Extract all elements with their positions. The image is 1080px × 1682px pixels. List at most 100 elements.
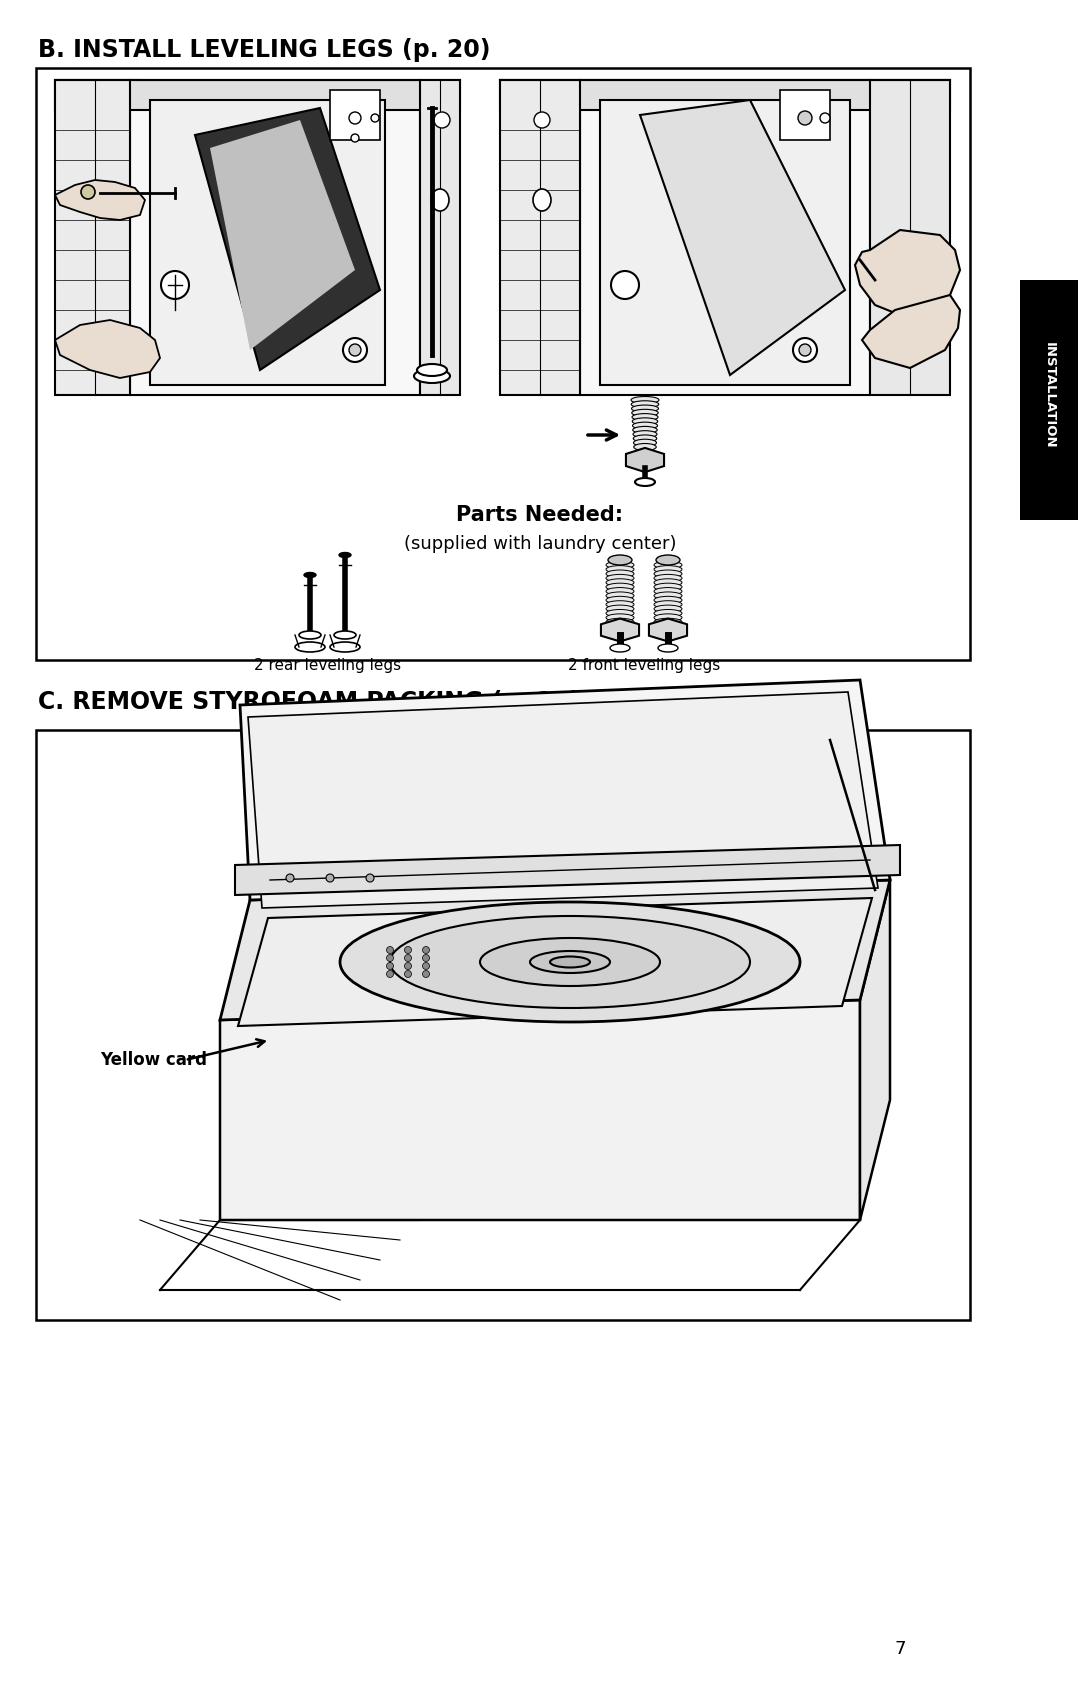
Text: 2 front leveling legs: 2 front leveling legs (568, 658, 720, 673)
Circle shape (434, 113, 450, 128)
Ellipse shape (654, 562, 681, 569)
Circle shape (372, 114, 379, 123)
Polygon shape (420, 81, 460, 395)
Ellipse shape (632, 405, 659, 412)
Circle shape (422, 954, 430, 962)
Text: (supplied with laundry center): (supplied with laundry center) (404, 535, 676, 553)
Polygon shape (130, 81, 420, 395)
Bar (330, 91, 380, 140)
Polygon shape (220, 880, 890, 1019)
Ellipse shape (634, 444, 657, 451)
Polygon shape (248, 691, 878, 908)
Ellipse shape (633, 427, 658, 434)
Polygon shape (150, 99, 384, 385)
Circle shape (349, 113, 361, 124)
Circle shape (387, 947, 393, 954)
Polygon shape (649, 619, 687, 641)
Ellipse shape (606, 570, 634, 577)
Polygon shape (55, 81, 130, 395)
Ellipse shape (303, 572, 316, 577)
Ellipse shape (631, 400, 659, 407)
Polygon shape (235, 844, 900, 895)
Ellipse shape (654, 575, 681, 582)
Circle shape (343, 338, 367, 362)
Ellipse shape (550, 957, 590, 967)
Circle shape (611, 271, 639, 299)
Circle shape (422, 947, 430, 954)
Circle shape (405, 947, 411, 954)
Ellipse shape (606, 587, 634, 595)
Text: 2 rear leveling legs: 2 rear leveling legs (255, 658, 402, 673)
Ellipse shape (534, 188, 551, 210)
Ellipse shape (606, 575, 634, 582)
Polygon shape (626, 447, 664, 473)
Text: 7: 7 (894, 1640, 906, 1658)
Ellipse shape (632, 417, 658, 426)
Bar (36, 67, 970, 659)
Bar (1020, 279, 1078, 520)
Polygon shape (210, 119, 355, 350)
Polygon shape (640, 99, 845, 375)
Circle shape (405, 962, 411, 969)
Ellipse shape (631, 397, 659, 404)
Polygon shape (238, 898, 872, 1026)
Circle shape (387, 962, 393, 969)
Polygon shape (55, 320, 160, 378)
Polygon shape (55, 180, 145, 220)
Ellipse shape (339, 552, 351, 557)
Polygon shape (860, 880, 890, 1219)
Circle shape (799, 345, 811, 357)
Ellipse shape (654, 600, 681, 609)
Ellipse shape (606, 579, 634, 587)
Ellipse shape (606, 562, 634, 569)
Polygon shape (870, 81, 950, 395)
Ellipse shape (606, 565, 634, 574)
Ellipse shape (417, 363, 447, 377)
Polygon shape (220, 1001, 860, 1219)
Text: Parts Needed:: Parts Needed: (457, 505, 623, 525)
Ellipse shape (606, 600, 634, 609)
Ellipse shape (295, 643, 325, 653)
Circle shape (387, 971, 393, 977)
Polygon shape (500, 81, 950, 109)
Polygon shape (855, 230, 960, 315)
Polygon shape (600, 619, 639, 641)
Circle shape (405, 971, 411, 977)
Ellipse shape (610, 644, 630, 653)
Circle shape (405, 954, 411, 962)
Ellipse shape (390, 917, 750, 1008)
Ellipse shape (654, 592, 681, 599)
Ellipse shape (634, 439, 657, 446)
Ellipse shape (654, 565, 681, 574)
Bar (780, 91, 831, 140)
Ellipse shape (606, 584, 634, 590)
Circle shape (326, 875, 334, 881)
Ellipse shape (654, 570, 681, 577)
Polygon shape (580, 81, 870, 395)
Text: B. INSTALL LEVELING LEGS (p. 20): B. INSTALL LEVELING LEGS (p. 20) (38, 39, 490, 62)
Polygon shape (862, 294, 960, 368)
Ellipse shape (632, 409, 658, 417)
Ellipse shape (431, 188, 449, 210)
Ellipse shape (632, 414, 658, 420)
Ellipse shape (654, 606, 681, 612)
Bar (36, 730, 970, 1320)
Circle shape (81, 185, 95, 198)
Ellipse shape (606, 597, 634, 604)
Circle shape (422, 971, 430, 977)
Polygon shape (600, 99, 850, 385)
Ellipse shape (334, 631, 356, 639)
Ellipse shape (606, 614, 634, 621)
Ellipse shape (654, 587, 681, 595)
Ellipse shape (654, 619, 681, 626)
Ellipse shape (633, 431, 657, 437)
Circle shape (286, 875, 294, 881)
Ellipse shape (606, 592, 634, 599)
Ellipse shape (330, 643, 360, 653)
Ellipse shape (608, 555, 632, 565)
Circle shape (387, 954, 393, 962)
Ellipse shape (656, 555, 680, 565)
Ellipse shape (414, 368, 450, 383)
Circle shape (820, 113, 831, 123)
Text: Yellow card: Yellow card (100, 1051, 207, 1070)
